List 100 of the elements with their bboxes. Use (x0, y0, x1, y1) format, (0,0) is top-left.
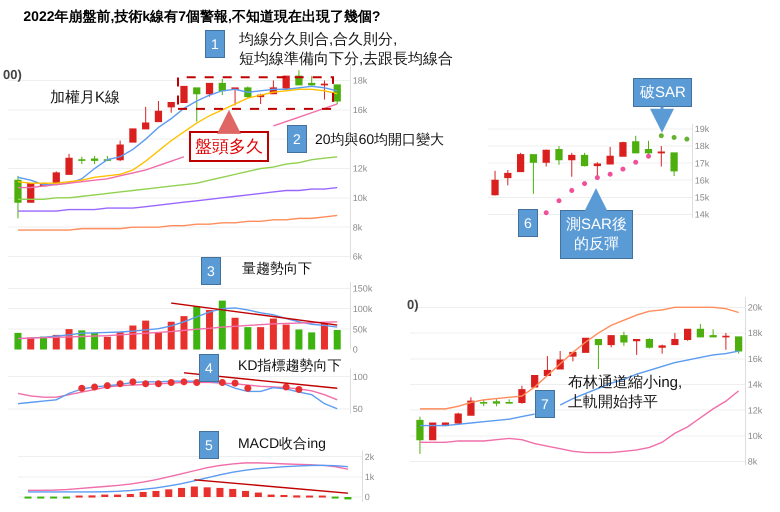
bar (178, 488, 186, 497)
annotation: 00) (3, 67, 22, 82)
y-tick-label: 12k (352, 164, 368, 174)
text: 1 (211, 36, 219, 52)
y-tick-label: 19k (694, 124, 710, 134)
candlestick (555, 146, 563, 166)
y-tick-label: 150k (352, 283, 373, 294)
point (544, 210, 549, 216)
candlestick (670, 152, 678, 176)
bar (282, 324, 290, 350)
y-tick-label: 14k (694, 210, 710, 220)
annotation: 4 (205, 360, 213, 376)
y-tick-label: 14k (748, 380, 763, 390)
bar (88, 495, 96, 498)
candlestick (658, 344, 666, 354)
point (608, 172, 613, 177)
point (556, 198, 562, 204)
y-tick-label: 0 (352, 344, 358, 355)
annotation: 均線分久則合,合久則分, 短均線準備向下分,去跟長均線合 (238, 31, 454, 68)
candlestick (671, 332, 679, 346)
y-tick-label: 15k (694, 192, 710, 202)
annotation: 5 (205, 437, 213, 453)
candlestick (735, 336, 742, 354)
bar (216, 488, 224, 497)
y-tick-label: 20k (748, 302, 763, 312)
annotation: 20均與60均開口變大 (315, 131, 444, 147)
candlestick (154, 100, 162, 122)
y-tick-label: 10k (748, 431, 763, 441)
point (154, 380, 162, 388)
chart-title: 2022年崩盤前,技術k線有7個警報,不知道現在出現了幾個? (23, 8, 380, 24)
y-tick-label: 0 (364, 492, 370, 502)
line-series (419, 390, 740, 454)
candlestick (429, 422, 436, 440)
bar (190, 486, 198, 497)
candlestick (594, 338, 602, 370)
candlestick (516, 152, 524, 172)
y-tick-label: 6k (352, 252, 363, 262)
candlestick (206, 82, 214, 98)
y-tick-label: 2k (364, 452, 375, 462)
point (684, 136, 690, 142)
point (116, 380, 124, 388)
bar (242, 490, 250, 497)
annotation: 0) (407, 297, 419, 312)
candlestick (78, 156, 86, 165)
line-series (17, 186, 338, 212)
bar (152, 490, 160, 497)
annotation: 6 (524, 215, 532, 231)
line-series (17, 321, 338, 340)
candlestick (619, 141, 627, 157)
bar (308, 332, 316, 350)
y-tick-label: 50 (352, 404, 363, 414)
candlestick (65, 153, 73, 175)
candlestick (90, 156, 98, 165)
candlestick (218, 78, 226, 96)
y-tick-label: 16k (352, 104, 368, 115)
bar (206, 310, 214, 350)
point (91, 383, 98, 390)
y-tick-label: 16k (748, 354, 763, 364)
point (232, 380, 239, 387)
text: 3 (207, 263, 215, 279)
point (658, 133, 664, 138)
text: 量趨勢向下 (242, 260, 312, 276)
y-tick-label: 17k (694, 158, 710, 168)
y-tick-label: 18k (352, 76, 368, 86)
text: 破SAR (639, 84, 686, 101)
annotation: 測SAR後的反彈 (566, 216, 627, 252)
point (295, 386, 302, 394)
y-tick-label: 16k (694, 175, 710, 186)
candlestick (504, 169, 512, 186)
candlestick (334, 84, 341, 104)
bar (180, 316, 188, 350)
bar (293, 495, 300, 498)
bar (154, 332, 162, 350)
bar (204, 487, 211, 497)
y-tick-label: 100k (352, 304, 373, 314)
y-tick-label: 1k (364, 472, 375, 482)
y-tick-label: 8k (748, 456, 758, 467)
candlestick (608, 335, 615, 348)
y-tick-label: 8k (352, 222, 363, 232)
point (168, 378, 175, 386)
candlestick (580, 152, 588, 168)
candlestick (531, 374, 538, 388)
candlestick (620, 331, 628, 346)
candlestick (568, 152, 576, 178)
candlestick (542, 148, 550, 168)
point (180, 378, 188, 386)
annotation: 加權月K線 (50, 89, 120, 106)
bar (270, 318, 277, 350)
candlestick (14, 175, 22, 219)
y-tick-label: 12k (748, 405, 763, 416)
line-series (17, 156, 338, 200)
candlestick (633, 338, 640, 356)
candlestick (193, 87, 200, 122)
y-tick-label: 18k (694, 141, 710, 152)
point (282, 383, 290, 390)
annotation: 7 (541, 396, 549, 412)
candlestick (722, 332, 730, 350)
candlestick (696, 324, 704, 338)
bar (232, 318, 239, 350)
point (646, 154, 652, 159)
